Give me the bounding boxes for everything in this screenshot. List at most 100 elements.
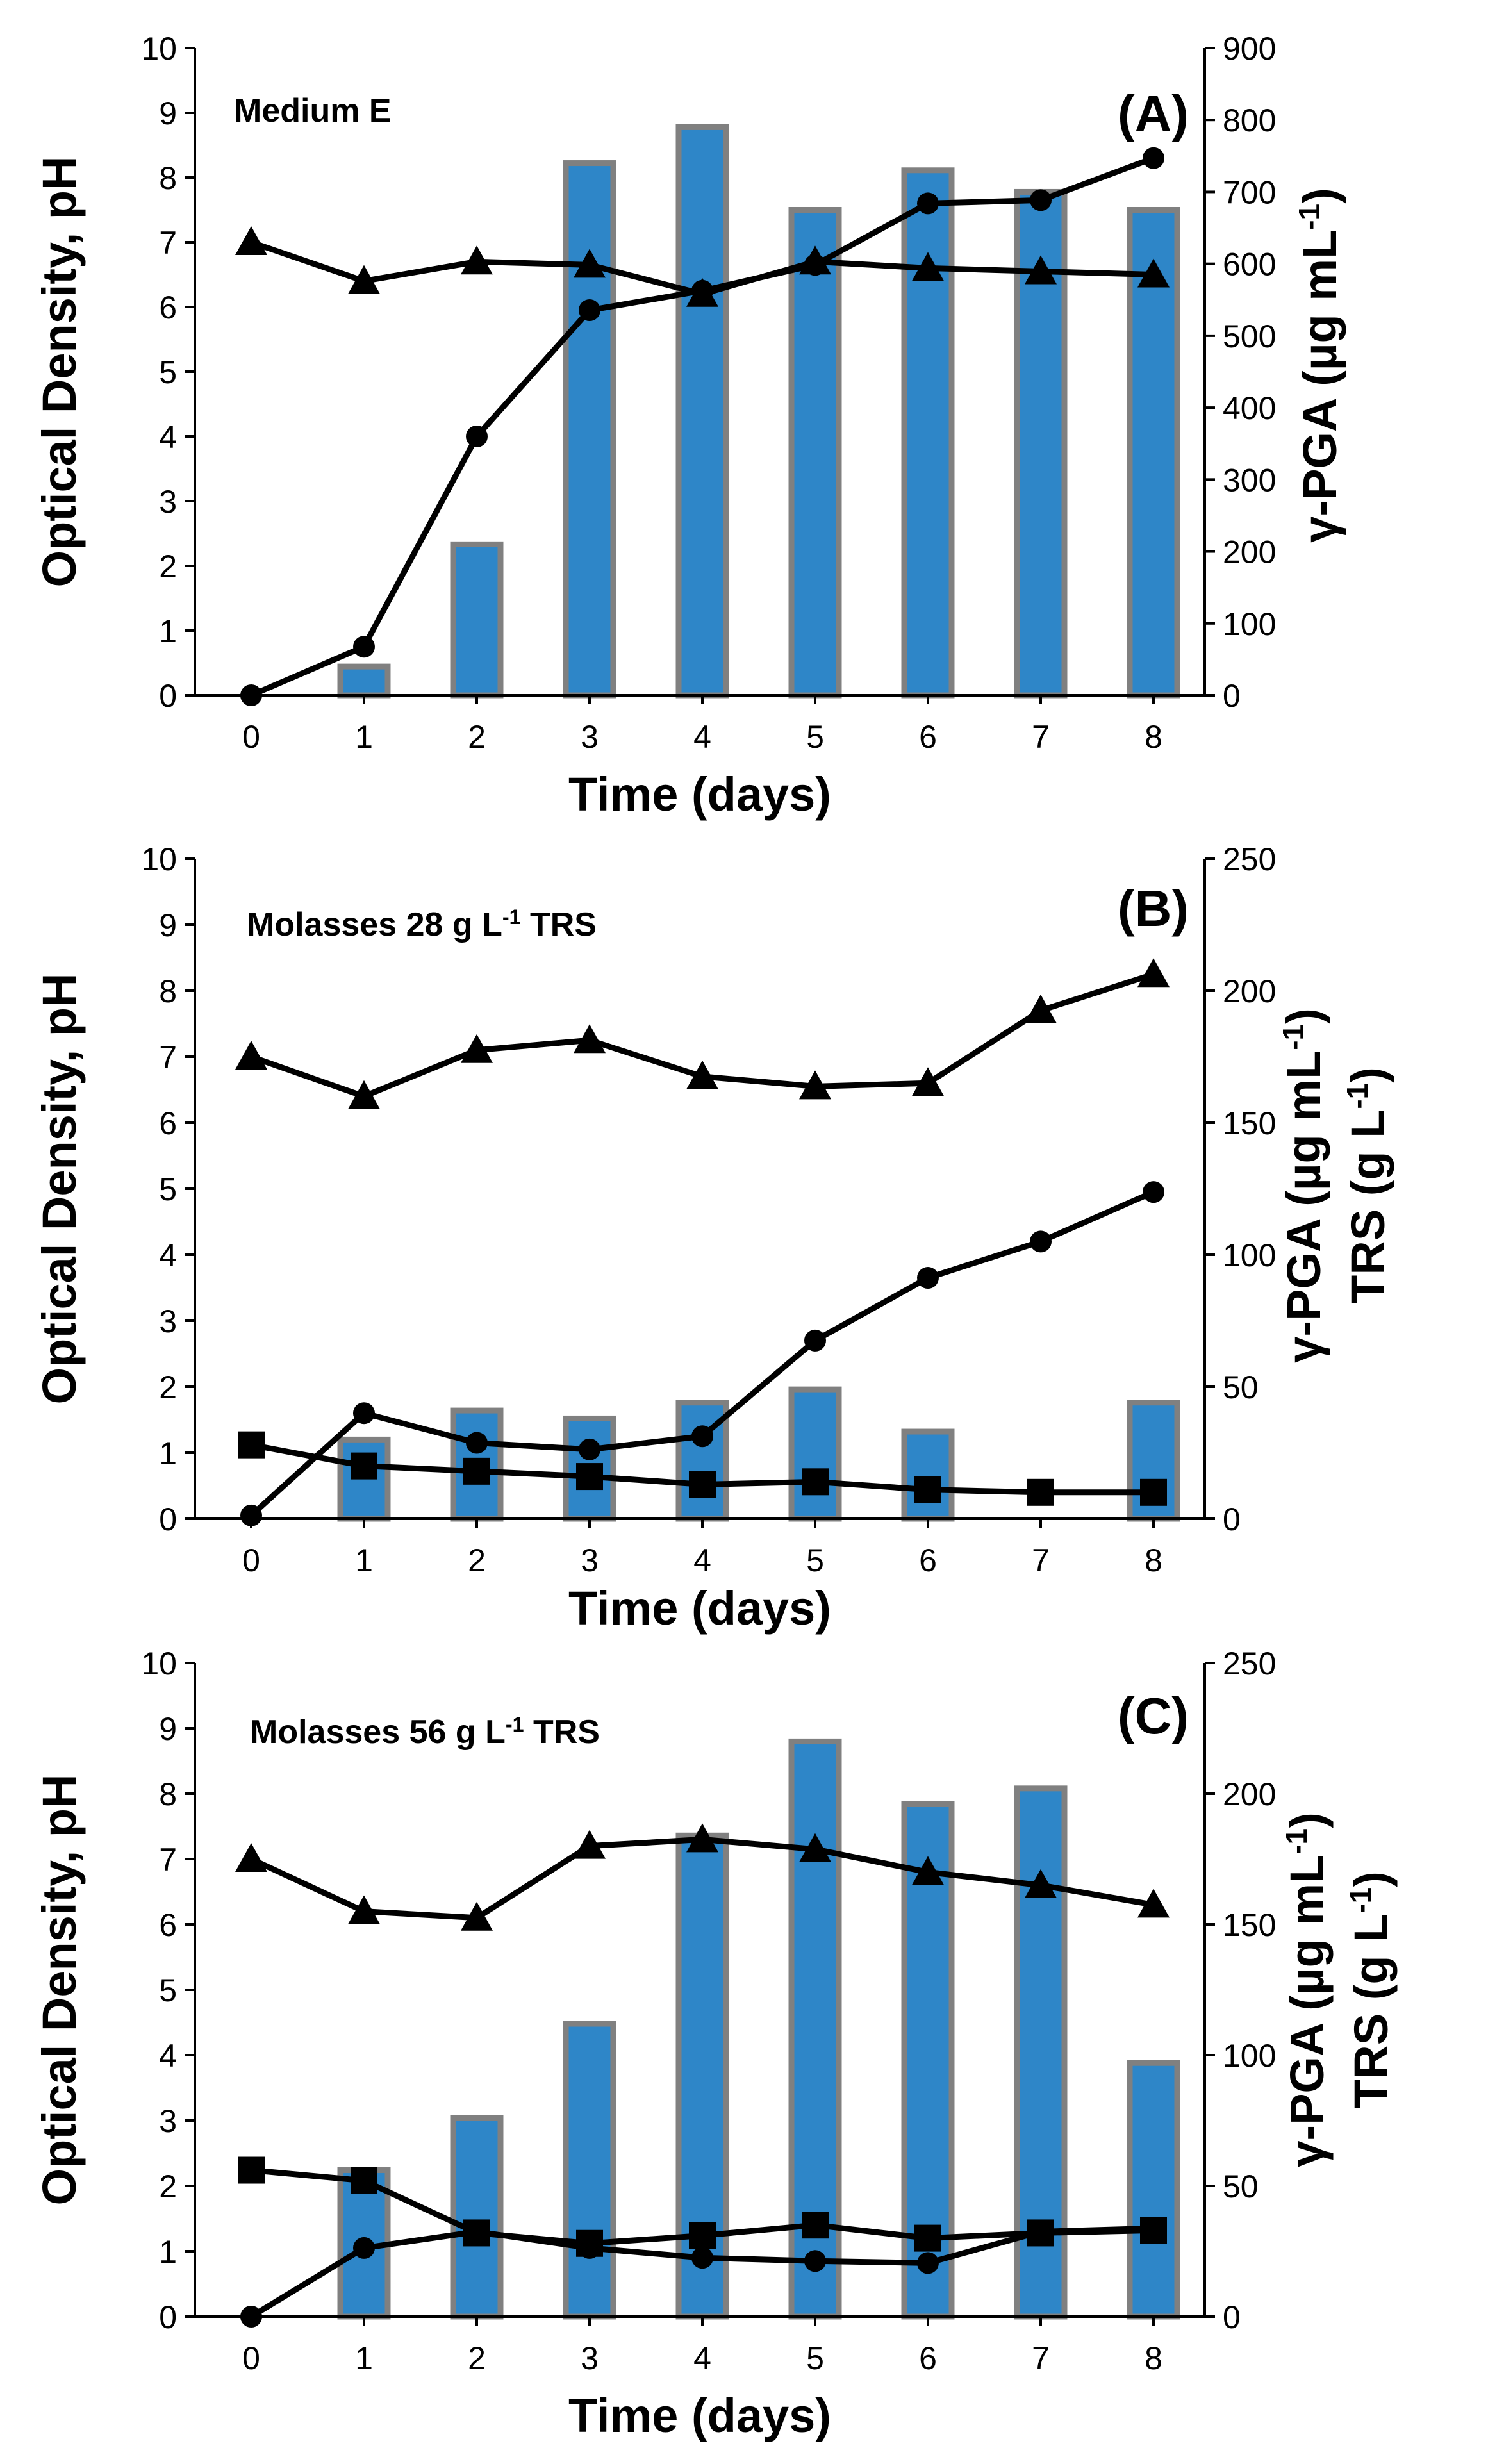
triangle-point-day-3 [574,1024,606,1054]
triangle-point-day-8 [1137,1889,1170,1918]
x-tick-label: 7 [1032,2340,1050,2376]
series-square [238,2156,1167,2257]
medium-annotation-superscript: -1 [506,1713,524,1736]
square-point-day-7 [1027,1478,1054,1506]
circle-point-day-3 [579,1438,600,1460]
x-tick-label: 7 [1032,1542,1050,1578]
x-axis-title: Time (days) [568,2389,831,2442]
left-tick-label: 5 [159,1972,177,2008]
series-triangle [235,958,1170,1109]
left-tick-label: 9 [159,95,177,131]
x-tick-label: 0 [242,1542,260,1578]
triangle-point-day-4 [686,1823,718,1853]
triangle-point-day-3 [574,249,606,278]
square-point-day-8 [1140,2217,1167,2244]
bar-day-4 [675,124,729,699]
left-tick-label: 5 [159,354,177,390]
left-tick-label: 8 [159,1776,177,1812]
series-triangle [235,1823,1170,1931]
right-tick-label: 150 [1223,1105,1276,1141]
right-axis-title-1-tail: ) [1280,1812,1334,1828]
x-tick-label: 3 [581,719,599,755]
square-point-day-6 [914,2224,941,2252]
right-axis-title-1: γ-PGA (µg mL-1) [1277,1008,1330,1362]
right-axis-title-2-text: TRS (g L [1344,1914,1398,2108]
triangle-point-day-5 [799,1070,831,1100]
left-tick-label: 6 [159,290,177,326]
left-tick-label: 2 [159,2169,177,2204]
left-tick-label: 1 [159,1435,177,1471]
triangle-point-day-7 [1025,255,1057,285]
x-tick-label: 2 [468,2340,486,2376]
medium-annotation-text: Molasses 28 g L [247,906,502,943]
right-axis-title-2-superscript: -1 [1341,1083,1374,1109]
bar-series [337,1386,1180,1522]
bar-day-5 [788,1386,842,1522]
right-tick-label: 900 [1223,31,1276,67]
bar-day-6 [901,1428,955,1522]
square-point-day-1 [351,1452,377,1480]
right-axis-title-2: TRS (g L-1) [1344,1871,1398,2108]
left-tick-label: 4 [159,2038,177,2074]
x-tick-label: 8 [1145,2340,1162,2376]
medium-annotation-superscript: -1 [502,905,521,929]
left-tick-label: 6 [159,1907,177,1943]
panel-tag: (B) [1118,880,1189,937]
square-point-day-3 [576,2229,603,2257]
left-axis-title: Optical Density, pH [33,973,86,1405]
circle-point-day-1 [353,2237,375,2259]
left-tick-label: 0 [159,678,177,714]
x-tick-label: 6 [919,2340,937,2376]
right-axis-title-1-text: γ-PGA (µg mL [1280,1855,1334,2167]
x-tick-label: 1 [355,719,373,755]
circle-point-day-5 [804,2250,826,2272]
triangle-point-day-0 [235,1041,267,1070]
bar-day-1 [337,663,391,699]
bar-day-5 [788,207,842,699]
left-tick-label: 9 [159,1711,177,1747]
square-point-day-4 [689,2222,716,2249]
panel-tag: (C) [1118,1687,1189,1744]
left-tick-label: 10 [141,841,177,877]
triangle-point-day-0 [235,226,267,255]
left-tick-label: 10 [141,31,177,67]
circle-point-day-7 [1030,189,1052,211]
x-tick-label: 2 [468,1542,486,1578]
x-tick-label: 5 [806,1542,824,1578]
x-tick-label: 0 [242,2340,260,2376]
square-point-day-0 [238,1431,265,1459]
left-tick-label: 7 [159,1039,177,1075]
right-tick-label: 800 [1223,103,1276,138]
bar-day-3 [563,2021,616,2320]
square-point-day-0 [238,2156,265,2184]
left-tick-label: 3 [159,2103,177,2139]
left-tick-label: 0 [159,1501,177,1537]
right-axis-title-1-text: γ-PGA (µg mL [1277,1050,1330,1363]
medium-annotation: Molasses 56 g L-1 TRS [250,1713,600,1751]
bar-series [337,124,1180,699]
triangle-point-day-4 [686,1060,718,1089]
bar-day-2 [450,2115,504,2320]
left-tick-label: 9 [159,907,177,943]
right-axis-title-1-superscript: -1 [1280,1828,1313,1855]
x-tick-label: 5 [806,719,824,755]
left-tick-label: 3 [159,484,177,520]
triangle-point-day-8 [1137,958,1170,988]
square-point-day-7 [1027,2219,1054,2247]
medium-annotation-tail: TRS [524,1714,600,1751]
triangle-point-day-1 [348,265,380,294]
left-tick-label: 8 [159,973,177,1009]
medium-annotation-tail: TRS [521,906,597,943]
x-tick-label: 8 [1145,1542,1162,1578]
circle-point-day-8 [1143,147,1164,169]
x-tick-label: 6 [919,1542,937,1578]
square-point-day-3 [576,1463,603,1491]
left-tick-label: 4 [159,419,177,455]
square-point-day-2 [463,2219,490,2247]
x-tick-label: 4 [693,1542,711,1578]
right-tick-label: 0 [1223,1501,1241,1537]
medium-annotation-text: Medium E [234,92,392,129]
right-tick-label: 700 [1223,174,1276,210]
right-tick-label: 500 [1223,318,1276,354]
square-point-day-4 [689,1471,716,1498]
